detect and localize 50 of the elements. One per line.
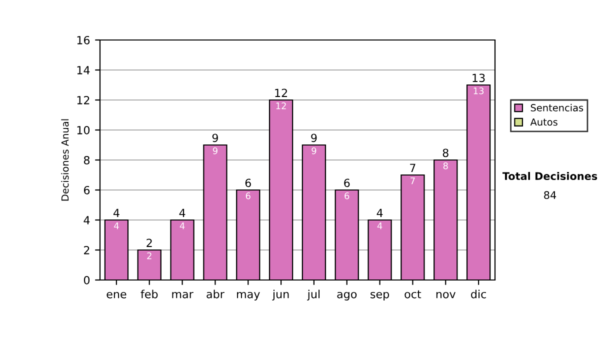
total-label: 6 <box>245 178 251 188</box>
legend-label: Sentencias <box>530 104 584 112</box>
x-tick-label: jun <box>272 290 289 300</box>
y-tick-label: 8 <box>84 156 90 164</box>
total-label: 2 <box>146 238 152 247</box>
y-tick-label: 6 <box>84 186 90 194</box>
data-label: 13 <box>474 87 484 94</box>
data-label: 6 <box>344 192 350 200</box>
total-label: 4 <box>376 208 383 217</box>
total-label: 12 <box>275 88 287 97</box>
data-label: 6 <box>246 192 250 200</box>
total-label: 9 <box>212 134 218 142</box>
y-tick-label: 14 <box>77 66 90 74</box>
data-label: 12 <box>276 102 286 110</box>
data-label: 7 <box>410 178 415 184</box>
x-tick-label: jul <box>307 290 320 300</box>
x-tick-label: abr <box>206 290 224 298</box>
x-tick-label: nov <box>436 292 456 298</box>
total-label: 13 <box>472 74 485 82</box>
legend-label: Autos <box>530 118 558 126</box>
total-label: 4 <box>179 208 186 217</box>
total-label: 6 <box>344 178 350 188</box>
text: Total Decisiones <box>502 172 598 180</box>
total-label: 4 <box>113 208 120 217</box>
data-label: 4 <box>377 222 382 230</box>
y-tick-label: 10 <box>77 126 90 134</box>
y-tick-label: 16 <box>77 36 90 44</box>
data-label: 9 <box>312 147 316 154</box>
data-label: 2 <box>147 252 152 260</box>
y-tick-label: 12 <box>77 96 90 104</box>
x-tick-label: may <box>237 292 260 300</box>
x-tick-label: sep <box>370 292 390 300</box>
data-label: 8 <box>443 162 448 170</box>
y-tick-label: 4 <box>84 216 90 224</box>
data-label: 4 <box>180 222 185 230</box>
y-tick-label: 0 <box>84 276 90 284</box>
x-tick-label: dic <box>471 290 486 298</box>
y-axis-title: Decisiones Anual <box>61 119 69 201</box>
total-label: 9 <box>311 134 317 142</box>
x-tick-label: feb <box>140 290 158 298</box>
data-label: 9 <box>212 147 218 154</box>
x-tick-label: ago <box>337 292 357 300</box>
y-tick-label: 2 <box>84 246 90 254</box>
total-label: 7 <box>410 164 416 172</box>
x-tick-label: ene <box>106 292 126 298</box>
total-label: 8 <box>442 148 448 158</box>
x-tick-label: mar <box>172 292 194 298</box>
x-tick-label: oct <box>404 290 422 298</box>
text: 84 <box>544 191 556 200</box>
data-label: 4 <box>114 222 119 230</box>
